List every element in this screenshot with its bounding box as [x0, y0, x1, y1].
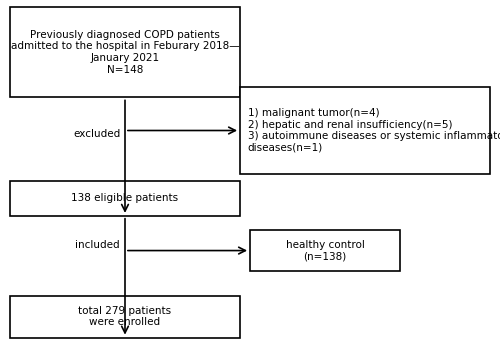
FancyBboxPatch shape — [10, 7, 240, 97]
Text: total 279 patients
were enrolled: total 279 patients were enrolled — [78, 306, 172, 327]
FancyBboxPatch shape — [240, 87, 490, 174]
Text: included: included — [75, 240, 120, 250]
Text: 138 eligible patients: 138 eligible patients — [72, 193, 178, 203]
FancyBboxPatch shape — [10, 181, 240, 216]
Text: healthy control
(n=138): healthy control (n=138) — [286, 240, 364, 261]
Text: excluded: excluded — [74, 129, 121, 139]
FancyBboxPatch shape — [10, 296, 240, 338]
Text: Previously diagnosed COPD patients
admitted to the hospital in Feburary 2018—
Ja: Previously diagnosed COPD patients admit… — [10, 30, 239, 74]
FancyBboxPatch shape — [250, 230, 400, 271]
Text: 1) malignant tumor(n=4)
2) hepatic and renal insufficiency(n=5)
3) autoimmune di: 1) malignant tumor(n=4) 2) hepatic and r… — [248, 108, 500, 153]
